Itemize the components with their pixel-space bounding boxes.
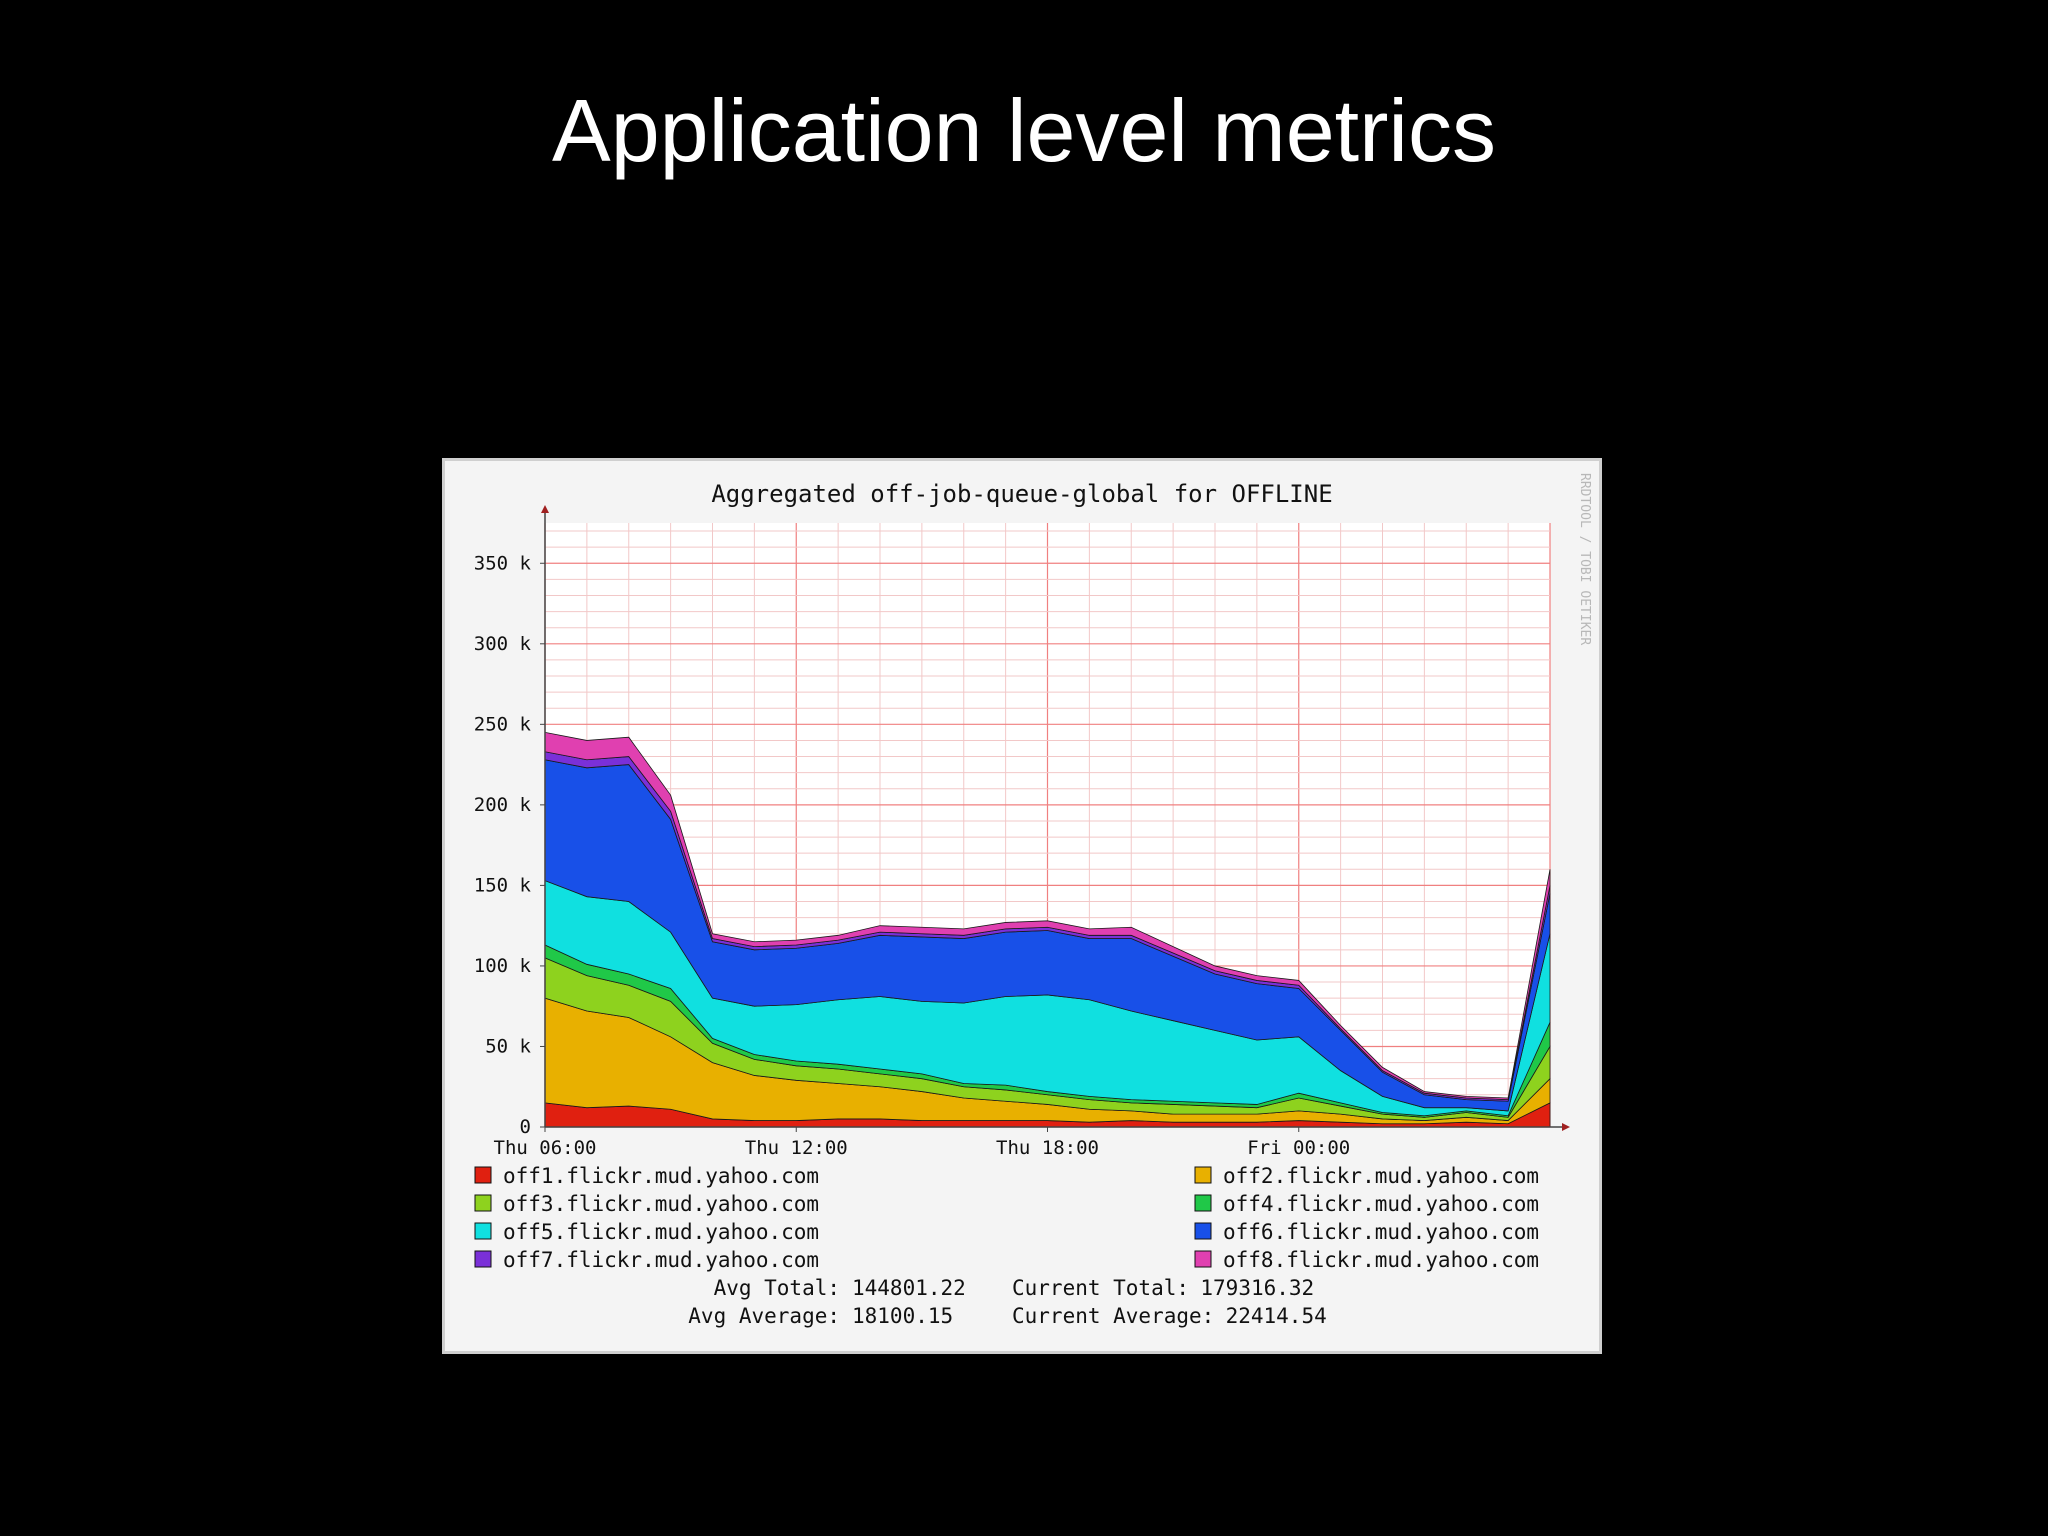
legend-swatch <box>474 1166 492 1184</box>
x-tick-label: Thu 18:00 <box>996 1137 1099 1159</box>
legend-item-3: off3.flickr.mud.yahoo.com <box>474 1192 819 1216</box>
axes: 0 50 k 100 k 150 k 200 k 250 k 300 k 350 k Thu 0… <box>474 505 1570 1159</box>
y-axis-arrow <box>541 505 549 513</box>
legend: off1.flickr.mud.yahoo.com off2.flickr.mud… <box>474 1164 1539 1272</box>
rrd-chart: Aggregated off-job-queue-global for OFFL… <box>474 473 1592 1328</box>
legend-label: off2.flickr.mud.yahoo.com <box>1223 1164 1539 1188</box>
y-tick-label: 50 k <box>485 1035 531 1057</box>
stacked-areas <box>544 731 1551 1128</box>
x-tick-label: Thu 06:00 <box>494 1137 597 1159</box>
legend-item-6: off6.flickr.mud.yahoo.com <box>1194 1220 1539 1244</box>
y-tick-label: 200 k <box>474 794 532 816</box>
y-tick-label: 350 k <box>474 552 532 574</box>
watermark: RRDTOOL / TOBI OETIKER <box>1577 473 1592 645</box>
legend-label: off4.flickr.mud.yahoo.com <box>1223 1192 1539 1216</box>
x-axis-arrow <box>1562 1123 1570 1131</box>
legend-item-7: off7.flickr.mud.yahoo.com <box>474 1248 819 1272</box>
legend-label: off6.flickr.mud.yahoo.com <box>1223 1220 1539 1244</box>
stat-label: Avg Total: <box>714 1276 840 1300</box>
y-tick-label: 250 k <box>474 713 532 735</box>
legend-label: off5.flickr.mud.yahoo.com <box>503 1220 819 1244</box>
legend-swatch <box>1194 1166 1212 1184</box>
stat-value: 179316.32 <box>1200 1276 1314 1300</box>
stat-value: 22414.54 <box>1226 1304 1327 1328</box>
chart-title: Aggregated off-job-queue-global for OFFL… <box>711 480 1332 508</box>
y-tick-label: 300 k <box>474 633 532 655</box>
legend-swatch <box>474 1194 492 1212</box>
legend-swatch <box>1194 1250 1212 1268</box>
y-tick-label: 0 <box>520 1116 531 1138</box>
stat-label: Avg Average: <box>688 1304 840 1328</box>
chart-frame: Aggregated off-job-queue-global for OFFL… <box>442 458 1602 1354</box>
stats: Avg Total: 144801.22 Current Total: 179316.… <box>688 1276 1326 1328</box>
legend-swatch <box>474 1250 492 1268</box>
x-tick-label: Thu 12:00 <box>745 1137 848 1159</box>
stat-1: Avg Total: 144801.22 <box>714 1276 966 1300</box>
legend-swatch <box>1194 1222 1212 1240</box>
legend-swatch <box>1194 1194 1212 1212</box>
legend-label: off7.flickr.mud.yahoo.com <box>503 1248 819 1272</box>
legend-swatch <box>474 1222 492 1240</box>
stat-2: Current Total: 179316.32 <box>1012 1276 1314 1300</box>
legend-label: off1.flickr.mud.yahoo.com <box>503 1164 819 1188</box>
legend-item-2: off2.flickr.mud.yahoo.com <box>1194 1164 1539 1188</box>
y-tick-label: 150 k <box>474 874 532 896</box>
slide-title: Application level metrics <box>552 81 1496 180</box>
stat-label: Current Average: <box>1012 1304 1214 1328</box>
x-tick-label: Fri 00:00 <box>1247 1137 1350 1159</box>
series-area-8 <box>544 731 1551 1101</box>
stat-value: 144801.22 <box>852 1276 966 1300</box>
stat-value: 18100.15 <box>852 1304 953 1328</box>
legend-item-5: off5.flickr.mud.yahoo.com <box>474 1220 819 1244</box>
stat-label: Current Total: <box>1012 1276 1189 1300</box>
legend-item-8: off8.flickr.mud.yahoo.com <box>1194 1248 1539 1272</box>
stat-3: Avg Average: 18100.15 <box>688 1304 953 1328</box>
legend-item-1: off1.flickr.mud.yahoo.com <box>474 1164 819 1188</box>
y-tick-label: 100 k <box>474 955 532 977</box>
legend-item-4: off4.flickr.mud.yahoo.com <box>1194 1192 1539 1216</box>
legend-label: off8.flickr.mud.yahoo.com <box>1223 1248 1539 1272</box>
stat-4: Current Average: 22414.54 <box>1012 1304 1327 1328</box>
legend-label: off3.flickr.mud.yahoo.com <box>503 1192 819 1216</box>
